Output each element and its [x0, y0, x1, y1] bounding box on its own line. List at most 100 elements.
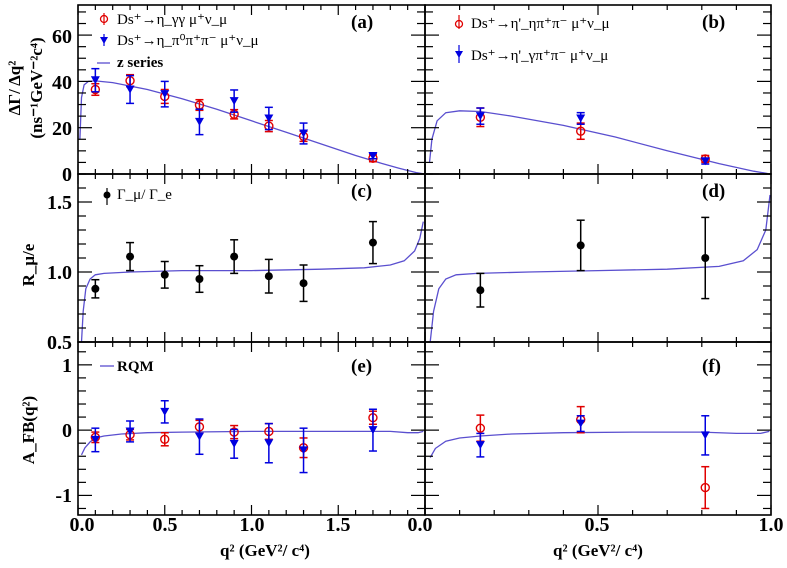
marker-down-triangle [90, 435, 100, 444]
curve-rqm-f [429, 430, 770, 458]
legend-label-eta-3pi: Ds⁺→η_π⁰π⁺π⁻ μ⁺ν_μ [117, 33, 259, 49]
data-point [576, 111, 586, 125]
legend-marker-filled-circle [103, 188, 111, 205]
panel-tag-c: (c) [351, 181, 372, 202]
ytick-label-a-20: 20 [52, 118, 72, 140]
marker-down-triangle [700, 157, 710, 166]
xtick-label-e-1.5: 1.5 [326, 514, 351, 536]
series-a-1 [90, 67, 378, 160]
legend-label-ratio: Γ_μ/ Γ_e [117, 187, 172, 203]
ytick-label-c-1.0: 1.0 [47, 262, 72, 284]
data-point [229, 428, 239, 459]
data-point [264, 106, 274, 131]
marker-filled-circle [701, 254, 710, 262]
marker-down-triangle [576, 114, 586, 123]
marker-down-triangle [90, 76, 100, 85]
ylabel-a-line1: ΔΓ/ Δq² [5, 61, 24, 116]
legend-e: RQM [100, 359, 154, 375]
marker-down-triangle [125, 427, 135, 436]
marker-down-triangle [368, 151, 378, 160]
curve-z-series-a [79, 80, 424, 175]
panel-tag-a: (a) [351, 12, 373, 33]
xtick-label-f-1.0: 1.0 [759, 514, 784, 536]
data-point [475, 432, 485, 458]
data-point [368, 151, 378, 160]
data-point [700, 465, 710, 510]
xlabel-right: q² (GeV²/ c⁴) [553, 541, 643, 560]
marker-down-triangle [576, 419, 586, 428]
curve-rqm-c [80, 221, 424, 343]
legend-label-z-series: z series [117, 55, 163, 71]
ylabel-a-line2: (ns⁻¹GeV⁻²c⁴) [27, 37, 46, 138]
marker-filled-circle [195, 275, 204, 283]
marker-filled-circle [264, 272, 273, 281]
ytick-label-e-1: 1 [62, 355, 72, 377]
data-point [299, 264, 308, 303]
data-point [90, 67, 100, 93]
panel-tag-f: (f) [702, 356, 721, 377]
series-f-0 [475, 405, 710, 510]
data-point [160, 431, 170, 447]
xtick-label-e-1.0: 1.0 [240, 514, 265, 536]
marker-filled-circle [299, 279, 308, 288]
series-a-0 [90, 73, 378, 163]
series-d-0 [476, 216, 710, 308]
legend-marker-down-triangle [100, 34, 108, 46]
ytick-label-c-1.5: 1.5 [47, 192, 72, 214]
legend-marker-open-circle [454, 15, 464, 29]
panel-tag-e: (e) [351, 356, 372, 377]
data-points [90, 67, 710, 510]
data-point [195, 264, 204, 294]
marker-down-triangle [160, 90, 170, 99]
data-point [91, 278, 100, 299]
data-point [160, 260, 169, 289]
data-point [700, 415, 710, 456]
marker-open-circle [160, 434, 170, 444]
ylabel-c: R_μ/e [19, 243, 38, 286]
ytick-label-c-0.5: 0.5 [47, 332, 72, 354]
data-point [194, 418, 204, 456]
marker-down-triangle [229, 97, 239, 106]
data-point [368, 408, 378, 452]
series-c-0 [91, 220, 377, 303]
data-point [160, 80, 170, 108]
panel-tag-d: (d) [702, 181, 725, 202]
xtick-label-f-0.0: 0.0 [408, 514, 433, 536]
legend-label-etap-eta: Ds⁺→η'_ηπ⁺π⁻ μ⁺ν_μ [471, 16, 610, 32]
data-point [229, 89, 239, 113]
xtick-label-f-0.5: 0.5 [585, 514, 610, 536]
legend-b: Ds⁺→η'_ηπ⁺π⁻ μ⁺ν_μ Ds⁺→η'_γπ⁺π⁻ μ⁺ν_μ [454, 15, 610, 64]
data-point [264, 422, 274, 464]
curve-rqm-d [429, 194, 771, 343]
text-layer: 0 20 40 60 0.5 1.0 1.5 -1 0 1 0.0 0.5 1.… [5, 12, 784, 560]
ytick-label-e-0: 0 [62, 420, 72, 442]
marker-down-triangle [299, 129, 309, 138]
data-point [476, 272, 485, 308]
marker-filled-circle [91, 284, 100, 293]
marker-filled-circle [368, 238, 377, 247]
panel-f [424, 341, 772, 516]
marker-down-triangle [475, 112, 485, 121]
data-point [160, 400, 170, 424]
data-point [125, 420, 135, 443]
ytick-label-a-40: 40 [52, 72, 72, 94]
data-point [126, 241, 135, 272]
data-point [264, 258, 273, 294]
data-point [299, 427, 309, 474]
legend-marker-down-triangle [455, 45, 463, 63]
data-point [299, 122, 309, 145]
marker-down-triangle [368, 426, 378, 435]
legend-a: Ds⁺→η_γγ μ⁺ν_μ Ds⁺→η_π⁰π⁺π⁻ μ⁺ν_μ z seri… [97, 12, 259, 71]
data-point [576, 219, 585, 272]
data-point [475, 107, 485, 125]
data-point [230, 239, 239, 275]
legend-c: Γ_μ/ Γ_e [103, 187, 172, 205]
marker-open-circle [700, 482, 710, 493]
marker-filled-circle [160, 270, 169, 279]
series-b-1 [475, 107, 710, 166]
marker-down-triangle [264, 439, 274, 448]
curve-z-series-b [428, 110, 768, 175]
marker-down-triangle [264, 114, 274, 123]
legend-label-eta-gg: Ds⁺→η_γγ μ⁺ν_μ [117, 12, 227, 28]
